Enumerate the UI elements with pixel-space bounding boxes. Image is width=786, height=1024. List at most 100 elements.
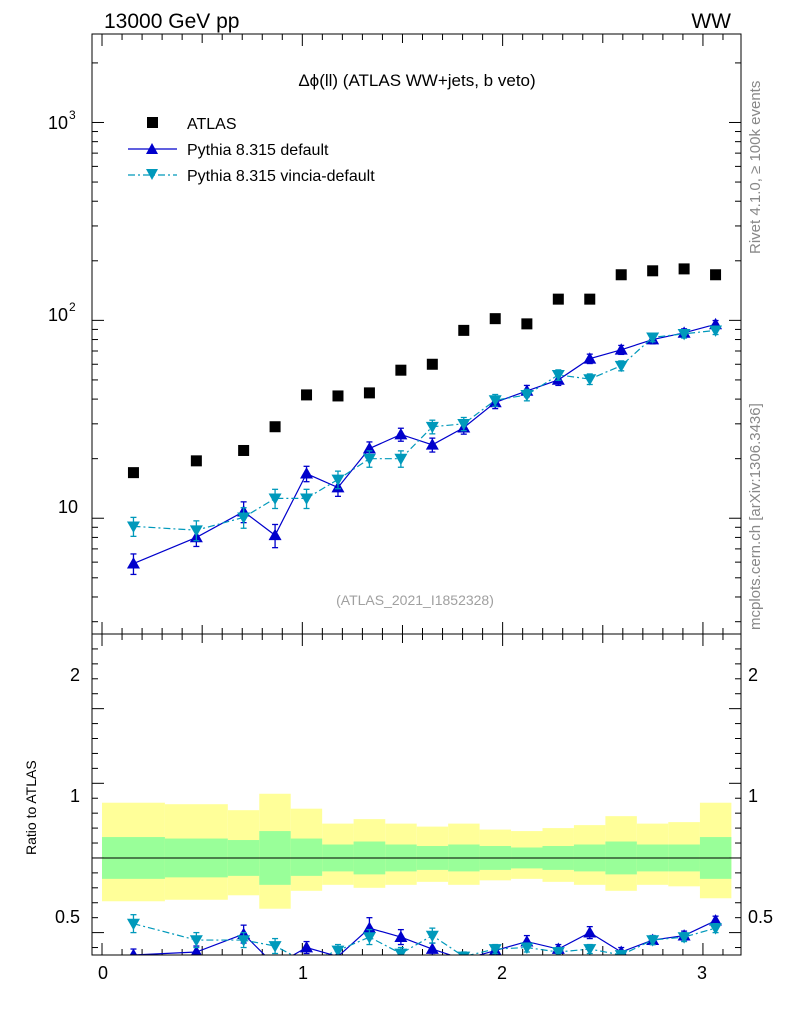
legend-vincia-marker [146, 169, 158, 180]
ratio-ytick-label-right-1: 1 [748, 786, 758, 806]
ratio-vincia-point-17 [709, 923, 723, 935]
ratio-ytick-label-right-0.5: 0.5 [748, 907, 773, 927]
main-ytick-exp-100: 2 [69, 300, 76, 314]
atlas-point-16 [678, 263, 690, 275]
ratio-band-inner-4 [290, 838, 323, 876]
vincia-point-4 [300, 493, 314, 505]
ratio-series [126, 914, 723, 970]
atlas-point-3 [269, 421, 281, 433]
vincia-point-6 [362, 453, 376, 466]
vincia-point-7 [394, 453, 408, 466]
header-energy-label: 13000 GeV pp [104, 10, 239, 33]
ratio-default-point-6 [362, 921, 376, 934]
analysis-watermark: (ATLAS_2021_I1852328) [336, 592, 494, 608]
axis-ticks [92, 34, 741, 955]
ratio-default-point-13 [583, 926, 597, 938]
ratio-ytick-label-1: 1 [70, 786, 80, 806]
vincia-line [133, 329, 716, 531]
xtick-label-2: 2 [497, 963, 507, 983]
vincia-point-5 [331, 474, 345, 486]
ratio-vincia-point-12 [551, 947, 565, 955]
vincia-point-3 [268, 493, 282, 505]
rivet-version-label: Rivet 4.1.0, ≥ 100k events [747, 81, 764, 254]
ratio-vincia-point-13 [583, 944, 597, 955]
xtick-label-1: 1 [298, 963, 308, 983]
ratio-default-point-8 [425, 942, 439, 954]
vincia-point-13 [583, 374, 597, 386]
vincia-point-1 [189, 525, 203, 537]
ratio-vincia-point-5 [331, 945, 345, 955]
ratio-vincia-point-0 [126, 918, 140, 931]
legend-atlas-label: ATLAS [187, 116, 237, 133]
default-point-6 [362, 442, 376, 454]
xtick-label-0: 0 [98, 963, 108, 983]
vincia-point-11 [520, 390, 534, 402]
vincia-point-14 [614, 360, 628, 373]
ratio-vincia-point-10 [488, 944, 502, 955]
atlas-point-6 [363, 387, 375, 399]
atlas-point-0 [127, 467, 139, 479]
ratio-default-point-1 [190, 945, 202, 955]
atlas-point-7 [395, 364, 407, 376]
ratio-plot-frame [91, 633, 742, 956]
main-ytick-100: 10 2 [48, 300, 76, 325]
atlas-point-15 [647, 265, 659, 277]
vincia-point-12 [551, 370, 565, 382]
ratio-default-point-17 [709, 914, 723, 926]
main-ytick-label-10: 10 [58, 497, 78, 517]
atlas-point-2 [238, 444, 250, 456]
atlas-point-13 [584, 293, 596, 305]
vincia-point-10 [488, 395, 502, 407]
ratio-vincia-point-7 [394, 948, 408, 955]
main-ytick-label-100: 10 [48, 305, 68, 325]
vincia-point-9 [457, 418, 471, 431]
ratio-vincia-point-15 [646, 935, 660, 947]
vincia-point-0 [126, 521, 140, 533]
ratio-ytick-label-2: 2 [70, 665, 80, 685]
default-point-0 [126, 557, 140, 569]
atlas-point-14 [615, 269, 627, 281]
legend: ATLAS Pythia 8.315 default Pythia 8.315 … [128, 116, 375, 185]
atlas-point-9 [458, 324, 470, 336]
ratio-default-point-4 [300, 941, 314, 953]
default-point-3 [268, 528, 282, 541]
atlas-point-8 [426, 358, 438, 370]
vincia-point-2 [237, 512, 251, 524]
ratio-vincia-point-14 [614, 950, 628, 955]
atlas-point-4 [301, 389, 313, 401]
vincia-point-15 [646, 332, 660, 344]
ratio-ylabel: Ratio to ATLAS [23, 760, 39, 855]
main-ytick-1000: 10 3 [48, 108, 76, 133]
ratio-default-point-3 [269, 959, 282, 970]
main-ytick-10: 10 [58, 497, 78, 517]
atlas-point-17 [710, 269, 722, 281]
ratio-default-point-0 [129, 948, 138, 955]
legend-entry-default: Pythia 8.315 default [128, 142, 329, 159]
plot-title: Δϕ(ll) (ATLAS WW+jets, b veto) [298, 71, 535, 90]
ratio-ytick-label-0.5: 0.5 [55, 907, 80, 927]
ratio-default-line [133, 920, 716, 955]
legend-entry-vincia: Pythia 8.315 vincia-default [128, 168, 375, 185]
legend-default-marker [146, 143, 158, 154]
ratio-uncertainty-bands [92, 793, 741, 909]
default-point-7 [394, 427, 408, 440]
header-process-label: WW [691, 10, 731, 33]
ratio-vincia-point-1 [189, 935, 203, 947]
ratio-vincia-point-2 [237, 935, 251, 947]
atlas-point-10 [489, 313, 501, 325]
vincia-point-16 [677, 328, 691, 341]
mcplots-label: mcplots.cern.ch [arXiv:1306.3436] [747, 403, 764, 630]
ratio-vincia-point-6 [362, 932, 376, 944]
main-ytick-exp-1000: 3 [69, 108, 76, 122]
ratio-default-point-7 [394, 930, 408, 942]
vincia-point-8 [425, 421, 439, 434]
atlas-point-11 [521, 318, 533, 330]
ratio-vincia-point-9 [457, 951, 471, 955]
ratio-vincia-point-3 [268, 941, 282, 953]
default-point-8 [425, 438, 439, 450]
atlas-point-1 [190, 455, 202, 467]
legend-default-label: Pythia 8.315 default [187, 142, 329, 159]
atlas-point-12 [552, 293, 564, 305]
vincia-point-17 [709, 325, 723, 337]
